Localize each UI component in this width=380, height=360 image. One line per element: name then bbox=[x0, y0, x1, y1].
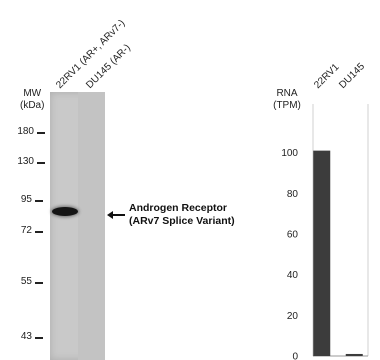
mw-tick-180 bbox=[37, 132, 45, 134]
bar-du145 bbox=[345, 353, 363, 356]
mw-tick-43 bbox=[35, 337, 43, 339]
y-tick-label-100: 100 bbox=[281, 148, 298, 159]
mw-title: MW (kDa) bbox=[20, 88, 44, 112]
band-label-line2: (ARv7 Splice Variant) bbox=[129, 215, 235, 227]
mw-title-line1: MW bbox=[23, 88, 42, 99]
arrow-line bbox=[111, 214, 125, 216]
y-tick-label-80: 80 bbox=[287, 189, 299, 200]
arrow-head-icon bbox=[107, 211, 113, 219]
mw-marker-72: 72 bbox=[20, 225, 32, 236]
mw-marker-130: 130 bbox=[17, 156, 34, 167]
bar-22rv1 bbox=[313, 150, 331, 356]
mw-tick-72 bbox=[35, 231, 43, 233]
mw-tick-55 bbox=[35, 282, 43, 284]
mw-marker-55: 55 bbox=[20, 276, 32, 287]
mw-marker-180: 180 bbox=[17, 126, 34, 137]
y-tick-label-40: 40 bbox=[287, 270, 299, 281]
rna-axis-title-line2: (TPM) bbox=[273, 100, 301, 111]
mw-marker-95: 95 bbox=[20, 194, 32, 205]
band-label: Androgen Receptor (ARv7 Splice Variant) bbox=[129, 202, 235, 228]
androgen-receptor-band bbox=[52, 207, 78, 216]
blot-lane-du145 bbox=[78, 92, 105, 360]
band-label-line1: Androgen Receptor bbox=[129, 202, 228, 214]
rna-axis-title-line1: RNA bbox=[276, 88, 298, 99]
mw-tick-95 bbox=[35, 200, 43, 202]
mw-tick-130 bbox=[37, 162, 45, 164]
mw-title-line2: (kDa) bbox=[20, 100, 45, 111]
y-tick-label-20: 20 bbox=[287, 311, 299, 322]
y-tick-label-60: 60 bbox=[287, 230, 299, 241]
rna-axis-title: RNA (TPM) bbox=[270, 88, 304, 112]
mw-marker-43: 43 bbox=[20, 331, 32, 342]
y-tick-label-0: 0 bbox=[292, 352, 298, 360]
